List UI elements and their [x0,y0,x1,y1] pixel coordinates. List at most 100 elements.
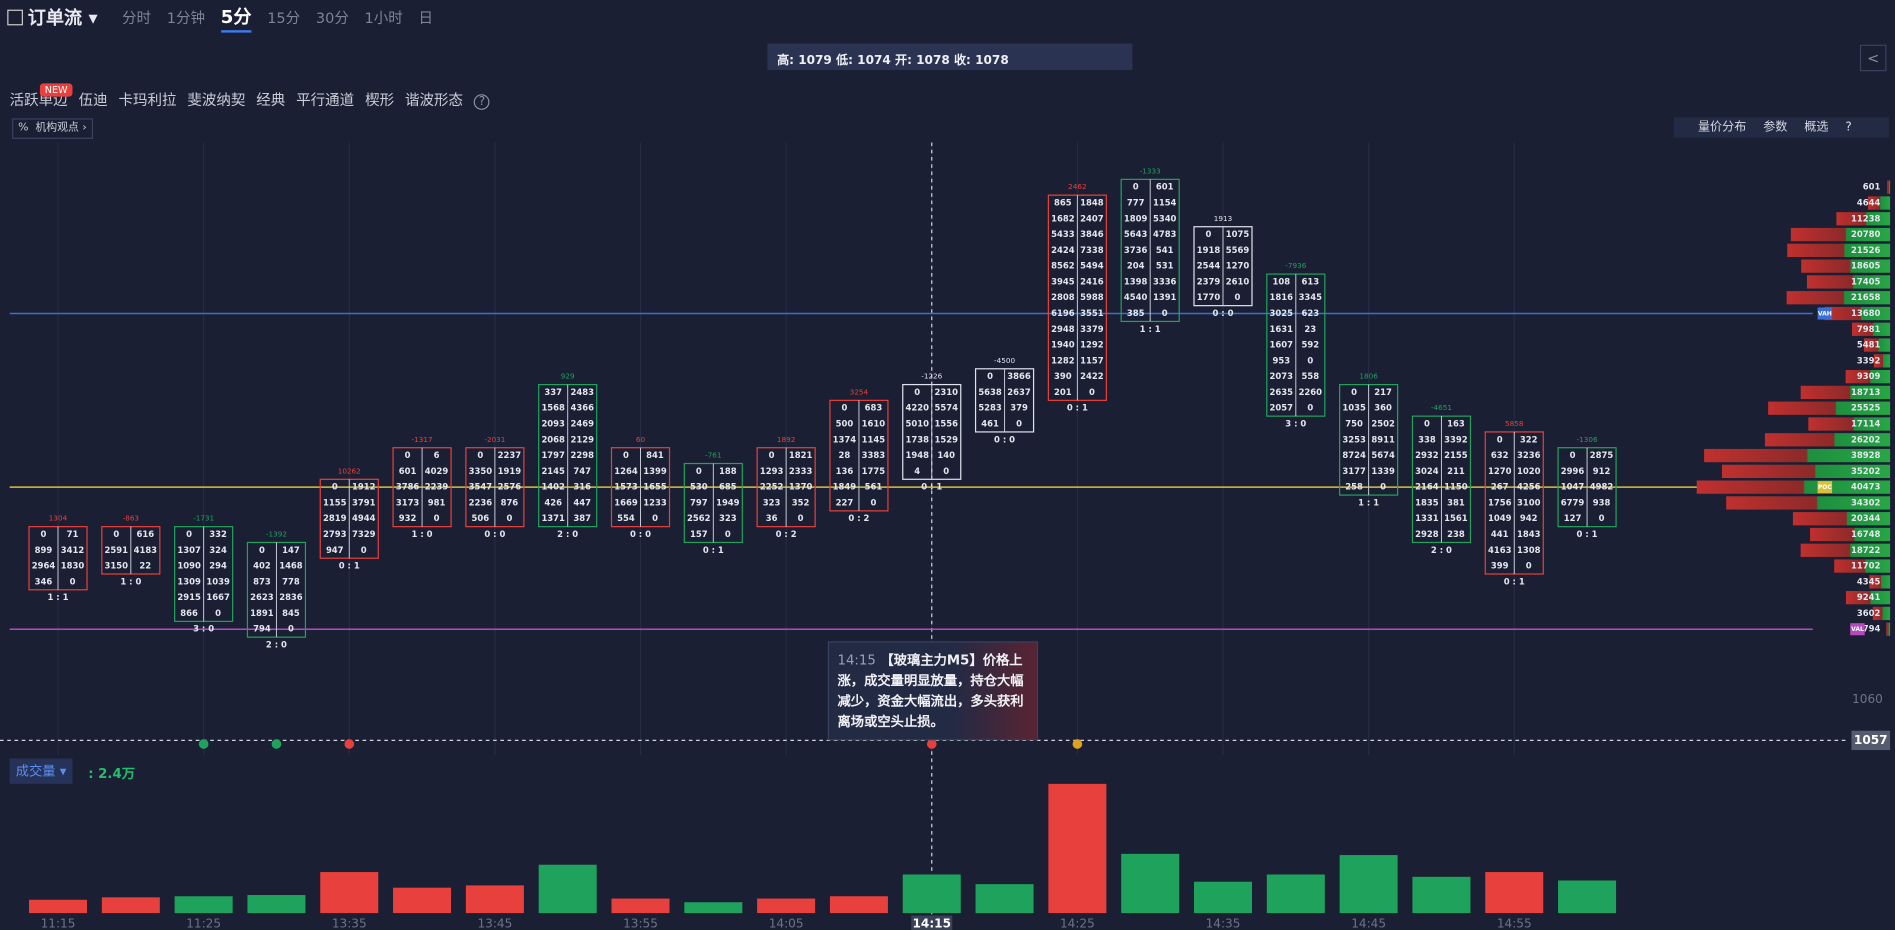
bid-volume: 2057 [1270,403,1294,413]
imbalance-ratio: 2 : 0 [1431,545,1452,555]
bid-volume: 1371 [541,513,565,523]
profile-bar [1873,354,1891,368]
timeframe-tab[interactable]: 5分 [220,6,252,33]
volume-bar [757,898,816,914]
ask-volume: 2129 [570,434,594,444]
x-tick-label: 14:15 [913,916,951,930]
bid-volume: 1264 [614,466,638,476]
tool-item[interactable]: 谐波形态 [404,91,464,109]
timeframe-tab[interactable]: 1分钟 [166,9,206,27]
imbalance-ratio: 3 : 0 [1285,418,1306,428]
profile-label: 794 [1863,624,1881,634]
ask-volume: 1150 [1444,482,1468,492]
ask-volume: 4256 [1517,482,1541,492]
x-tick-label: 14:25 [1060,916,1095,930]
bid-volume: 1669 [614,497,638,507]
ask-volume: 3236 [1517,450,1541,460]
right-tool[interactable]: 概选 [1804,120,1829,135]
bid-volume: 947 [326,545,344,555]
profile-bar [1704,448,1891,463]
imbalance-ratio: 0 : 2 [848,513,869,523]
bid-volume: 3177 [1342,466,1366,476]
bid-volume: 2164 [1415,482,1439,492]
tool-item[interactable]: 平行通道 [296,91,355,109]
ask-volume: 2610 [1226,276,1250,286]
bid-volume: 1398 [1124,276,1148,286]
tool-item[interactable]: 楔形 [365,91,395,109]
candle-delta: 2462 [1068,182,1086,191]
tool-item[interactable]: 活跃单边 NEW [10,83,73,109]
imbalance-ratio: 0 : 2 [776,529,797,539]
ask-volume: 845 [282,608,300,618]
bid-volume: 1402 [541,482,565,492]
volume-bar [1266,874,1325,914]
volume-bar [1193,881,1253,914]
ask-volume: 5574 [935,403,959,413]
timeframe-tab[interactable]: 30分 [315,9,349,27]
view-button[interactable]: % 机构观点 › [12,118,93,139]
volume-bar [1121,853,1180,914]
profile-bar [1845,591,1891,605]
bid-volume: 0 [1570,450,1576,460]
volume-bar [611,898,670,914]
ask-volume: 387 [573,513,591,523]
ask-volume: 140 [937,450,955,460]
bid-volume: 6779 [1561,497,1585,507]
profile-label: 11238 [1851,213,1880,223]
profile-bar [1786,291,1891,305]
ask-volume: 3345 [1299,292,1323,302]
right-tool[interactable]: ? [1845,120,1852,135]
ask-volume: 163 [1447,418,1465,428]
profile-label: 3392 [1857,355,1881,365]
drawing-tools: 活跃单边 NEW 伍迪 卡玛利拉 斐波纳契 经典 平行通道 楔形 谐波形态? [10,83,490,110]
profile-label: 21526 [1851,245,1880,255]
bid-volume: 866 [180,608,198,618]
app-title[interactable]: 订单流 ▾ [7,5,98,30]
ask-volume: 1154 [1153,197,1177,207]
help-icon[interactable]: ? [473,94,490,110]
ask-volume: 0 [1307,403,1313,413]
signal-marker [926,739,937,749]
imbalance-ratio: 0 : 0 [484,529,505,539]
imbalance-ratio: 3 : 0 [193,624,214,634]
bid-volume: 2623 [250,592,274,602]
bid-volume: 1682 [1051,213,1075,223]
tool-item[interactable]: 斐波纳契 [187,91,246,109]
timeframe-tab[interactable]: 15分 [267,9,301,27]
bid-volume: 794 [253,624,271,634]
tool-item[interactable]: 伍迪 [78,91,108,109]
profile-bar [1808,417,1891,431]
tool-item[interactable]: 卡玛利拉 [118,91,177,109]
profile-label: 25525 [1851,403,1880,413]
bid-volume: 36 [766,513,778,523]
ask-volume: 2576 [498,482,522,492]
ask-volume: 3791 [352,497,376,507]
timeframe-tab[interactable]: 分时 [122,9,152,27]
ask-volume: 3551 [1080,308,1104,318]
right-tool[interactable]: 参数 [1763,120,1788,135]
ask-volume: 324 [209,545,227,555]
ask-volume: 6 [434,450,440,460]
ask-volume: 531 [1156,261,1174,271]
ask-volume: 0 [434,513,440,523]
ask-volume: 5569 [1226,245,1250,255]
ask-volume: 381 [1447,497,1465,507]
imbalance-ratio: 0 : 1 [1067,403,1088,413]
timeframe-tab[interactable]: 日 [418,9,434,27]
imbalance-ratio: 0 : 1 [921,482,942,492]
candle-delta: -761 [705,451,721,460]
bid-volume: 1293 [760,466,784,476]
right-tool[interactable]: 量价分布 [1697,120,1747,135]
ask-volume: 0 [1016,418,1022,428]
profile-bar [1867,196,1891,210]
bid-volume: 3736 [1124,245,1148,255]
imbalance-ratio: 1 : 1 [1140,324,1161,334]
tool-item[interactable]: 经典 [256,91,286,109]
time-highlight [911,915,953,930]
volume-selector[interactable]: 成交量 ▾ [9,758,73,784]
bid-volume: 227 [836,497,854,507]
timeframe-tab[interactable]: 1小时 [364,9,403,27]
bid-volume: 1155 [323,497,347,507]
collapse-button[interactable]: < [1859,44,1887,72]
profile-label: 21658 [1851,292,1880,302]
